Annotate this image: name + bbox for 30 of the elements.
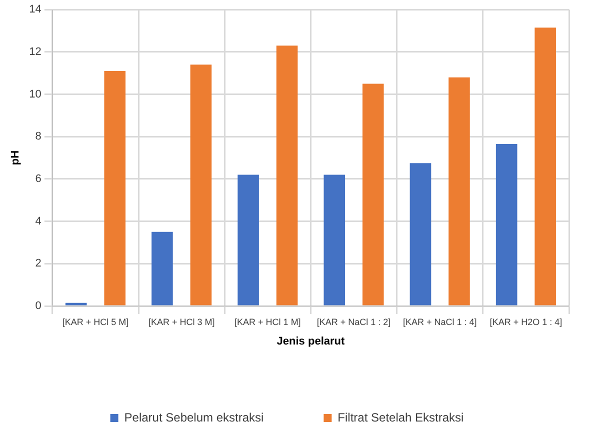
- legend-label: Pelarut Sebelum ekstraksi: [124, 410, 264, 424]
- x-axis-title: Jenis pelarut: [276, 335, 345, 348]
- bar: [152, 232, 173, 306]
- x-tick-label: [KAR + HCl 3 M]: [148, 316, 215, 327]
- bar: [448, 77, 470, 306]
- bar: [410, 163, 432, 306]
- bar: [190, 64, 212, 306]
- y-tick-label: 2: [35, 258, 42, 270]
- y-tick-label: 12: [29, 46, 42, 58]
- y-tick-label: 4: [35, 215, 42, 228]
- bar: [238, 174, 259, 306]
- bar: [534, 28, 556, 306]
- bar: [65, 302, 87, 306]
- y-tick-label: 14: [29, 4, 42, 16]
- bar: [104, 70, 126, 306]
- x-tick-label: [KAR + H2O 1 : 4]: [490, 316, 562, 327]
- bar: [362, 84, 384, 306]
- y-tick-label: 8: [35, 130, 42, 143]
- bar: [324, 174, 346, 306]
- x-tick-label: [KAR + HCl 1 M]: [234, 316, 301, 327]
- legend-label: Filtrat Setelah Ekstraksi: [338, 410, 464, 424]
- y-tick-label: 6: [35, 173, 42, 186]
- y-axis-title: pH: [10, 150, 22, 166]
- bar: [496, 144, 518, 306]
- y-tick-label: 10: [29, 88, 42, 100]
- x-tick-label: [KAR + HCl 5 M]: [62, 316, 129, 327]
- y-tick-label: 0: [35, 300, 42, 312]
- x-tick-label: [KAR + NaCl 1 : 4]: [402, 316, 477, 327]
- bar: [276, 46, 298, 306]
- x-tick-label: [KAR + NaCl 1 : 2]: [316, 316, 391, 327]
